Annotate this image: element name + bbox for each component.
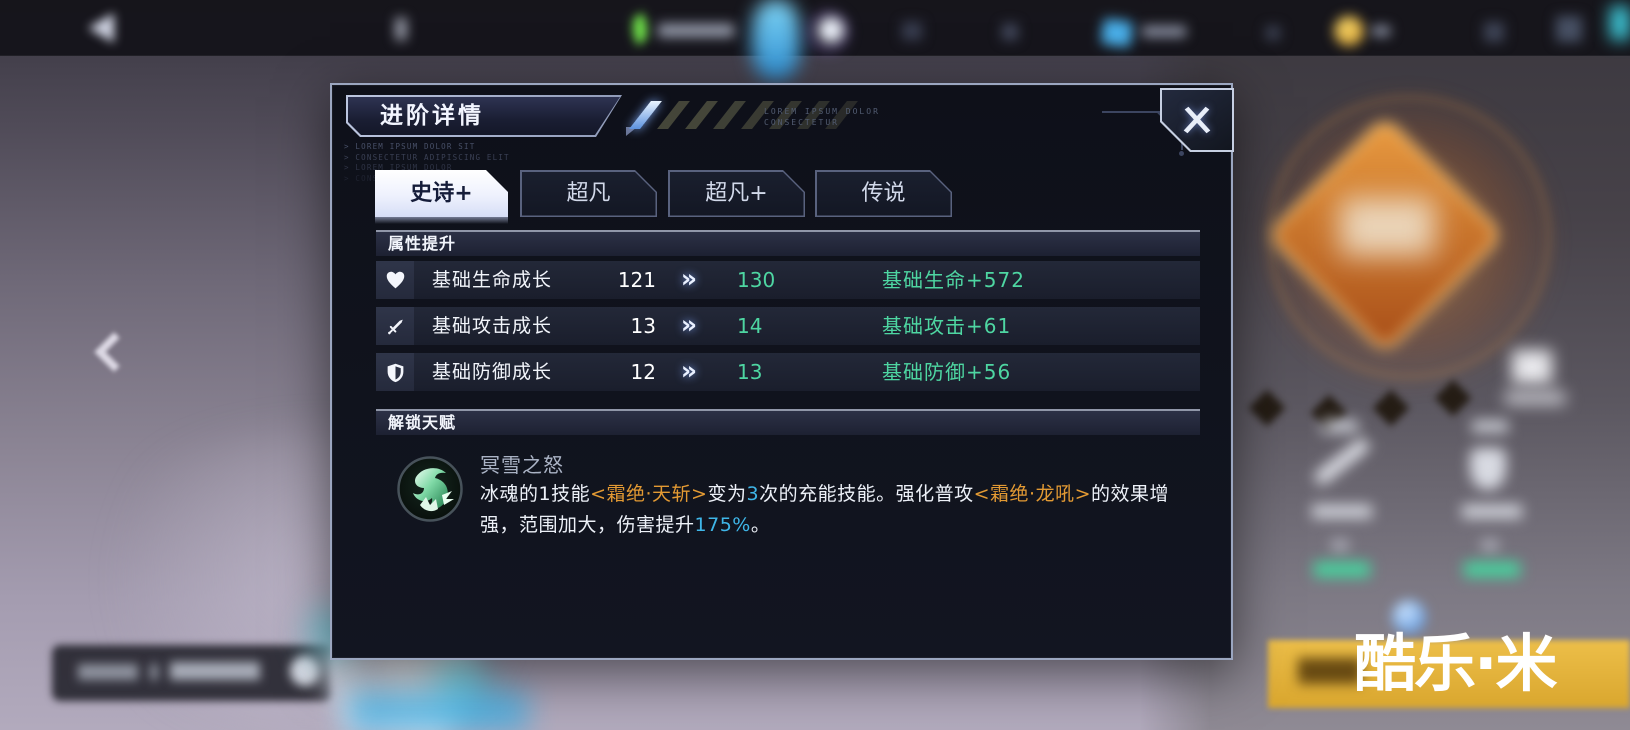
chevron-right-icon: » bbox=[680, 310, 698, 339]
active-tab-glow bbox=[375, 217, 508, 224]
dialog-title-plate: 进阶详情 bbox=[346, 95, 622, 137]
close-icon bbox=[1178, 101, 1216, 139]
header-meta-text: LOREM IPSUM DOLOR CONSECTETUR bbox=[764, 107, 880, 127]
stat-defense-value bbox=[1462, 505, 1522, 518]
gem-currency-icon[interactable] bbox=[1100, 18, 1134, 48]
attribute-bonus: 基础防御+56 bbox=[882, 360, 1012, 384]
character-glow bbox=[348, 690, 528, 730]
stat-arrow-decoration bbox=[1482, 540, 1498, 551]
topbar-icon[interactable] bbox=[1556, 16, 1582, 42]
stat-defense-label bbox=[1472, 420, 1508, 433]
attribute-label: 基础防御成长 bbox=[432, 361, 553, 383]
talent-dragon-icon bbox=[396, 455, 464, 523]
coin-currency-value bbox=[1372, 26, 1390, 36]
topbar-icon[interactable] bbox=[1266, 26, 1280, 40]
gem-currency-value bbox=[1142, 26, 1186, 37]
attribute-bonus: 基础生命+572 bbox=[882, 268, 1025, 292]
close-button[interactable] bbox=[1160, 88, 1234, 152]
watermark-logo: 酷乐·米 bbox=[1354, 627, 1558, 700]
bottom-left-text bbox=[170, 662, 260, 680]
attribute-row-defense: 基础防御成长 12 » 13 基础防御+56 bbox=[376, 353, 1200, 391]
bottom-left-text bbox=[78, 664, 138, 680]
circuit-dot-decoration bbox=[1179, 151, 1184, 156]
chevron-right-icon: » bbox=[680, 356, 698, 385]
tab-transcendent[interactable]: 超凡 bbox=[520, 170, 657, 217]
back-arrow-icon[interactable] bbox=[88, 13, 114, 43]
stat-defense-preview bbox=[1464, 562, 1520, 577]
orb-icon[interactable] bbox=[818, 17, 844, 43]
cost-gem-icon bbox=[1392, 600, 1426, 634]
stat-attack-label bbox=[1322, 420, 1358, 433]
advance-button-label bbox=[1298, 658, 1362, 684]
dialog-title: 进阶详情 bbox=[380, 103, 484, 129]
stat-attack-preview bbox=[1314, 562, 1370, 577]
tab-legend[interactable]: 传说 bbox=[815, 170, 952, 217]
section-header-attributes: 属性提升 bbox=[376, 230, 1200, 256]
shield-icon bbox=[376, 353, 414, 391]
background-widget-label bbox=[1505, 392, 1565, 404]
topbar-decoration bbox=[1610, 6, 1630, 40]
circuit-line-decoration bbox=[1102, 111, 1160, 113]
attribute-label: 基础生命成长 bbox=[432, 269, 553, 291]
bottom-left-text bbox=[150, 664, 158, 680]
chevron-right-icon: » bbox=[680, 264, 698, 293]
talent-description: 冰魂的1技能<霜绝·天斩>变为3次的充能技能。强化普攻<霜绝·龙吼>的效果增强，… bbox=[480, 483, 1170, 536]
attribute-row-attack: 基础攻击成长 13 » 14 基础攻击+61 bbox=[376, 307, 1200, 345]
topbar-decoration bbox=[396, 18, 406, 40]
talent-name: 冥雪之怒 bbox=[480, 453, 564, 477]
background-widget-icon bbox=[1512, 350, 1552, 384]
orb-ring-icon bbox=[808, 12, 848, 52]
advance-details-dialog: 进阶详情 LOREM IPSUM DOLOR CONSECTETUR > LOR… bbox=[330, 83, 1233, 660]
coin-currency-icon[interactable] bbox=[1334, 16, 1364, 46]
sword-icon bbox=[376, 307, 414, 345]
attribute-old-value: 12 bbox=[630, 360, 656, 384]
tier-emblem-label bbox=[1340, 198, 1435, 256]
attribute-bonus: 基础攻击+61 bbox=[882, 314, 1012, 338]
section-header-talent: 解锁天赋 bbox=[376, 409, 1200, 435]
attribute-old-value: 121 bbox=[617, 268, 656, 292]
leaf-currency-value bbox=[658, 24, 734, 37]
attribute-new-value: 13 bbox=[737, 360, 763, 384]
attribute-new-value: 130 bbox=[737, 268, 776, 292]
attribute-old-value: 13 bbox=[630, 314, 656, 338]
tab-epic-plus[interactable]: 史诗+ bbox=[375, 170, 508, 217]
attribute-new-value: 14 bbox=[737, 314, 763, 338]
stat-arrow-decoration bbox=[1332, 540, 1348, 551]
tab-transcendent-plus[interactable]: 超凡+ bbox=[668, 170, 805, 217]
heart-icon bbox=[376, 261, 414, 299]
tier-emblem-ring bbox=[1268, 96, 1550, 378]
crystal-decoration bbox=[752, 0, 800, 80]
topbar-icon[interactable] bbox=[1002, 24, 1018, 40]
stat-attack-value bbox=[1312, 505, 1372, 518]
title-plate-arrow-decoration bbox=[626, 127, 637, 136]
topbar-icon[interactable] bbox=[902, 22, 922, 40]
stat-shield-icon bbox=[1470, 448, 1506, 490]
topbar-icon[interactable] bbox=[1484, 22, 1504, 42]
attribute-label: 基础攻击成长 bbox=[432, 315, 553, 337]
attribute-row-hp: 基础生命成长 121 » 130 基础生命+572 bbox=[376, 261, 1200, 299]
